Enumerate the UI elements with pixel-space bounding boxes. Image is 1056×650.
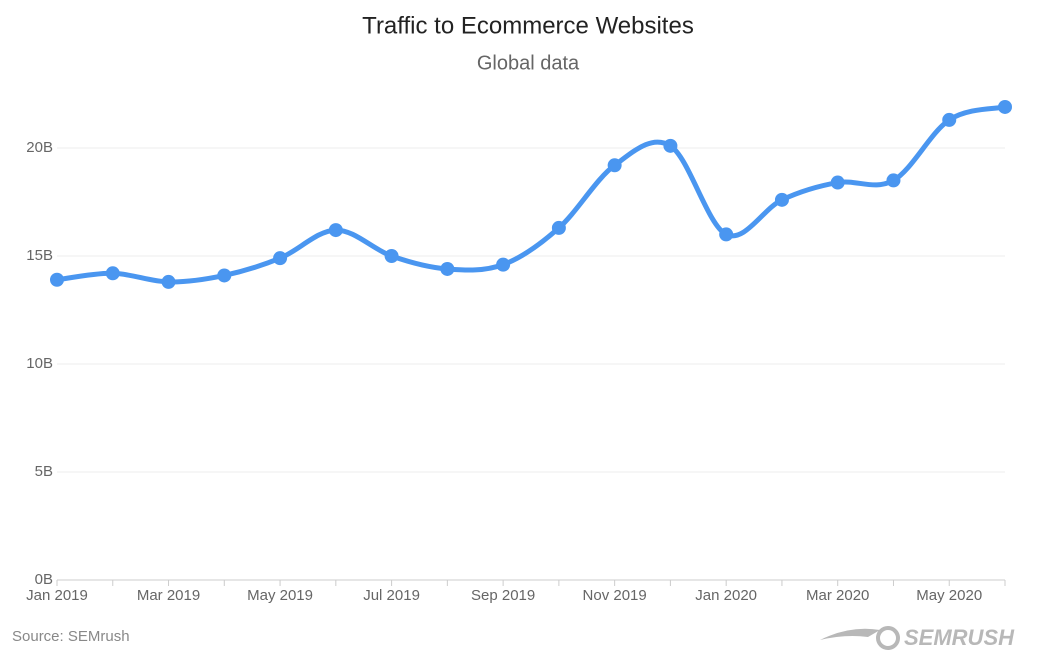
x-tick-label: Jan 2019 xyxy=(26,587,88,604)
y-tick-label: 15B xyxy=(26,247,53,264)
logo-swoosh xyxy=(820,628,880,640)
y-tick-label: 0B xyxy=(35,571,53,588)
x-tick-label: May 2019 xyxy=(247,587,313,604)
data-point xyxy=(886,173,901,188)
data-point xyxy=(273,251,288,266)
x-tick-label: Nov 2019 xyxy=(583,587,647,604)
data-point xyxy=(496,257,511,272)
data-point xyxy=(719,227,734,242)
data-point xyxy=(328,223,343,238)
x-tick-label: May 2020 xyxy=(916,587,982,604)
data-point xyxy=(440,261,455,276)
data-point xyxy=(217,268,232,283)
brand-name: SEMRUSH xyxy=(904,625,1015,650)
data-point xyxy=(551,220,566,235)
x-tick-label: Jul 2019 xyxy=(363,587,420,604)
data-point xyxy=(942,112,957,127)
y-tick-label: 10B xyxy=(26,355,53,372)
chart-subtitle: Global data xyxy=(477,52,580,74)
data-point xyxy=(830,175,845,190)
logo-circle xyxy=(876,626,900,650)
y-tick-label: 5B xyxy=(35,463,53,480)
x-tick-label: Mar 2020 xyxy=(806,587,869,604)
x-tick-label: Jan 2020 xyxy=(695,587,757,604)
data-point xyxy=(384,249,399,263)
data-point xyxy=(607,158,622,173)
source-note: Source: SEMrush xyxy=(12,628,130,645)
data-point xyxy=(161,274,176,289)
y-tick-label: 20B xyxy=(26,139,53,156)
data-point xyxy=(663,138,678,153)
x-tick-label: Sep 2019 xyxy=(471,587,535,604)
x-tick-label: Mar 2019 xyxy=(137,587,200,604)
data-point xyxy=(105,266,120,281)
data-point xyxy=(50,272,64,287)
brand-logo: SEMRUSH xyxy=(820,625,1015,650)
data-point xyxy=(998,99,1012,114)
data-point xyxy=(774,192,789,207)
chart-title: Traffic to Ecommerce Websites xyxy=(362,12,694,39)
